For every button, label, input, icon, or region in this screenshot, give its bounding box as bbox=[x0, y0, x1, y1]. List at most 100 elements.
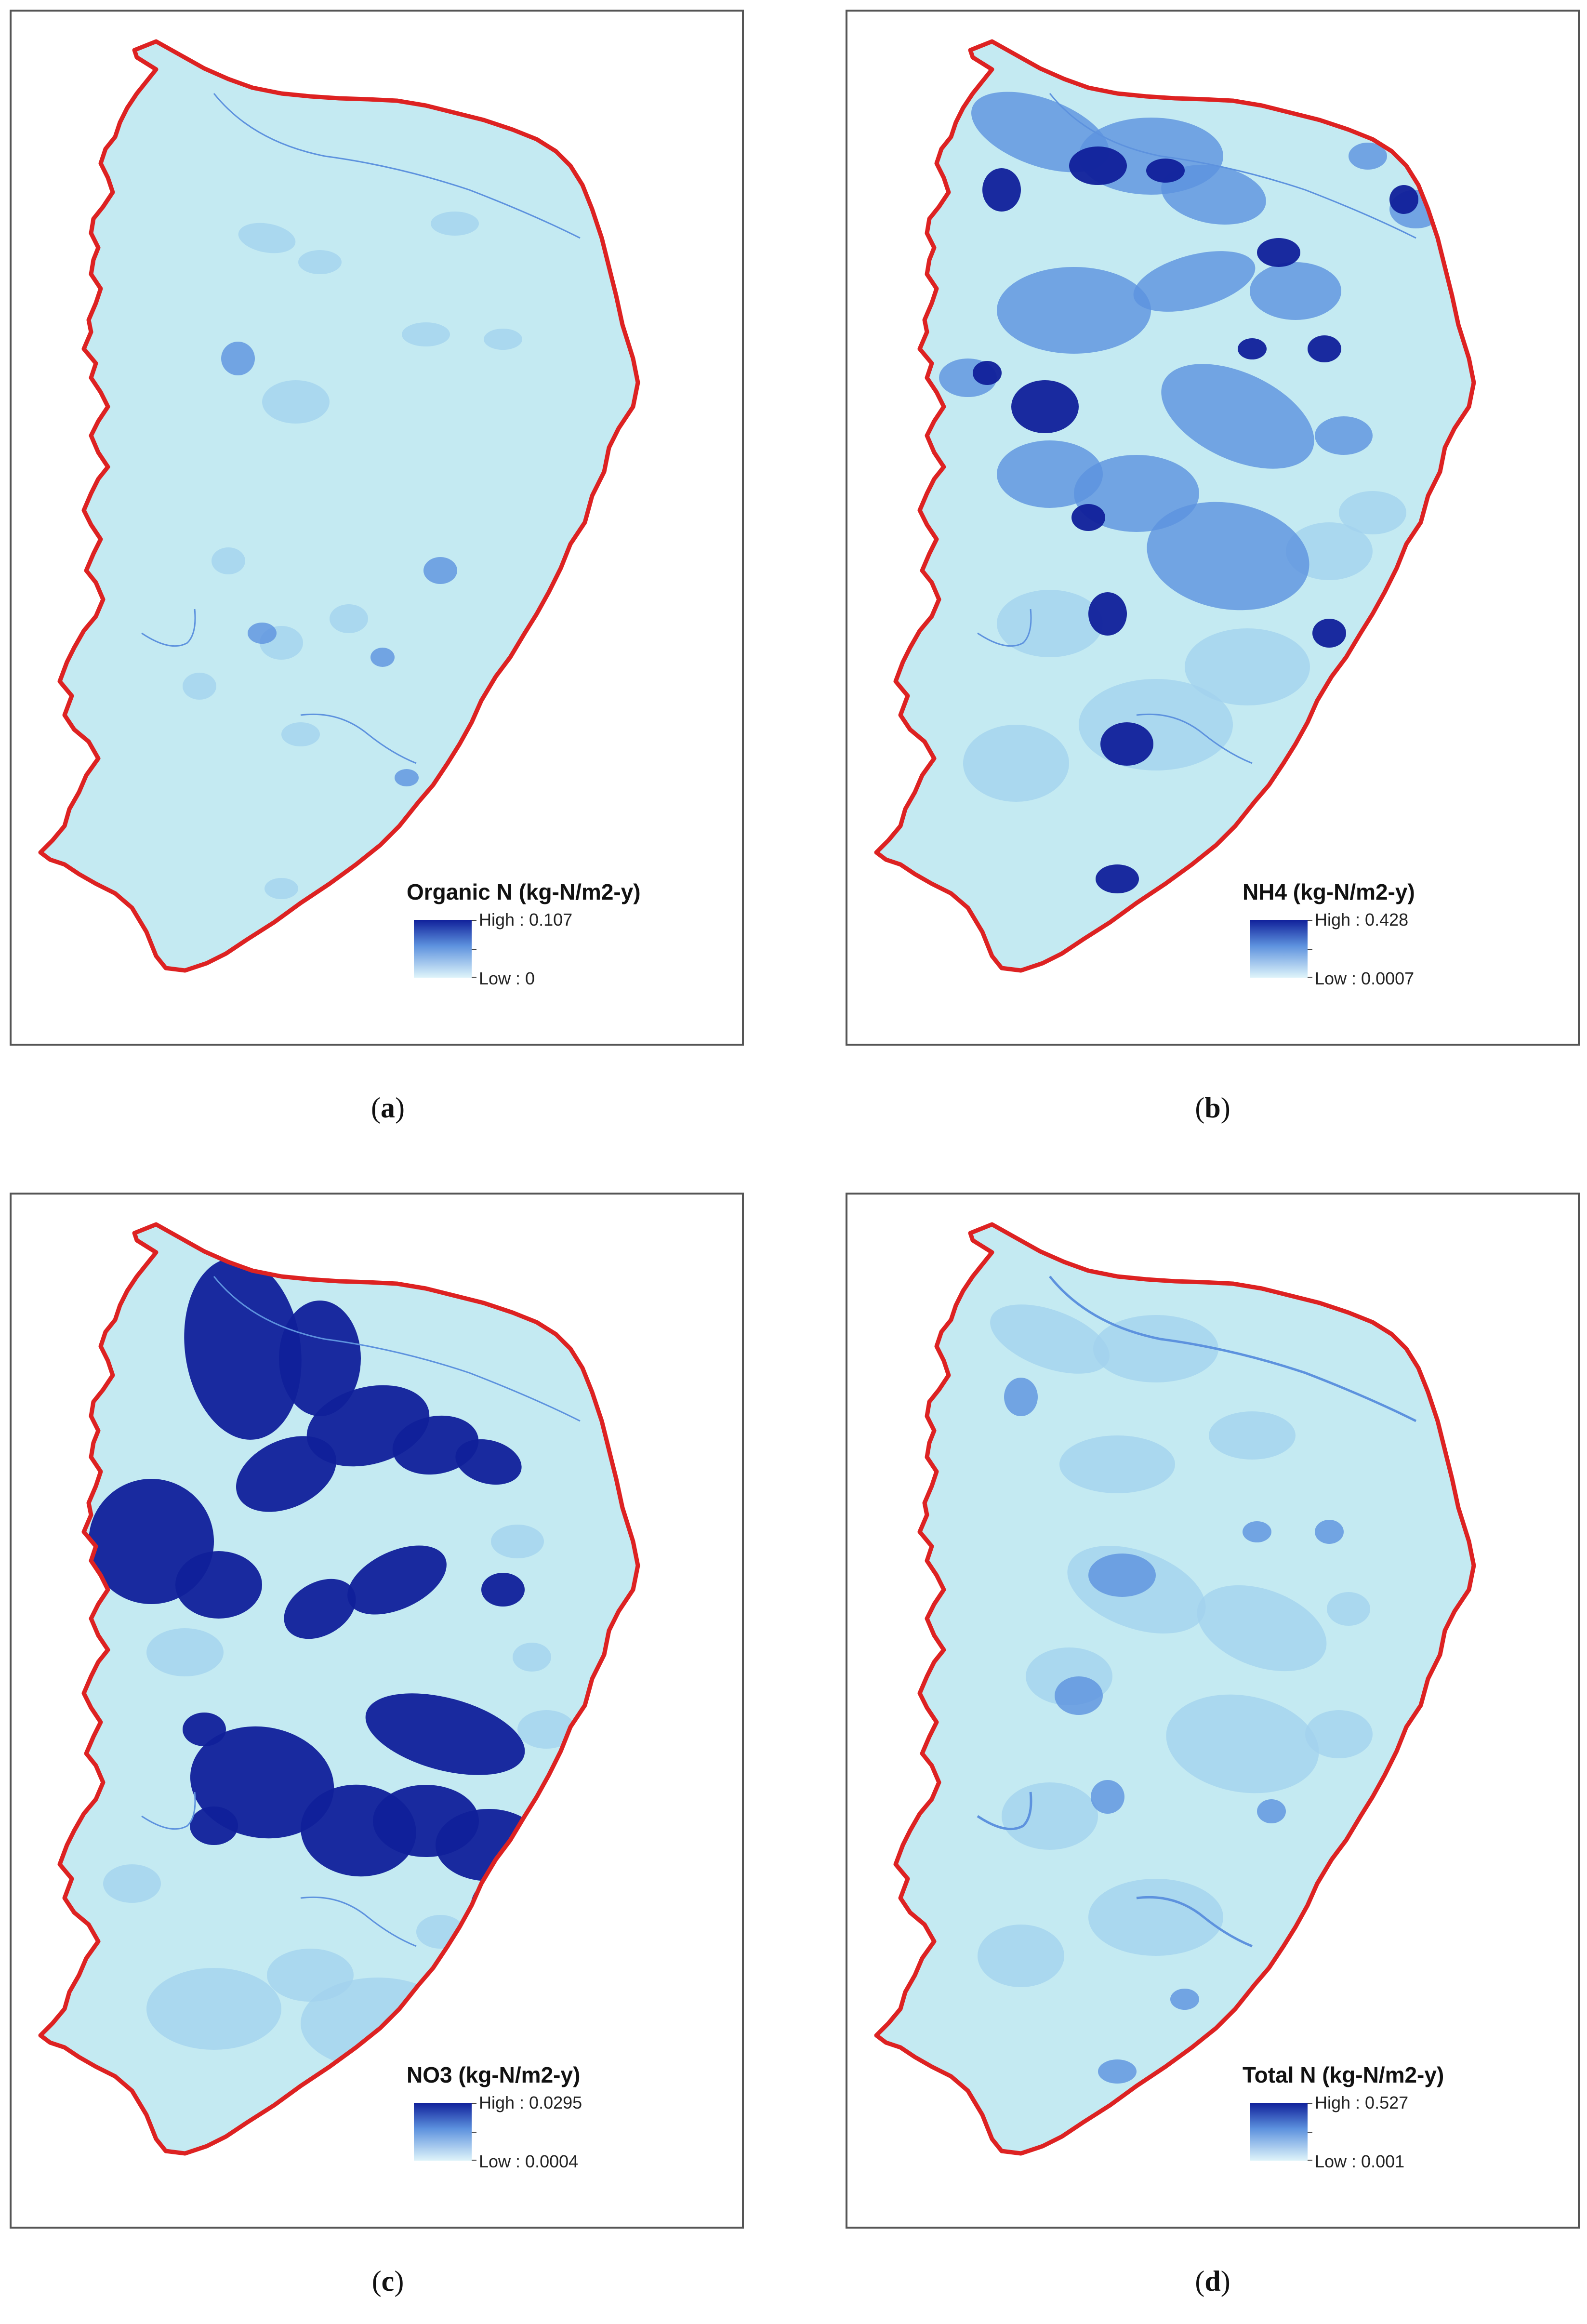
river-line bbox=[977, 1792, 1032, 1831]
land-patch bbox=[1327, 1879, 1351, 1898]
land-patch bbox=[370, 648, 395, 667]
land-patch bbox=[1002, 1782, 1098, 1850]
land-patch bbox=[267, 1949, 354, 2002]
land-patch bbox=[284, 1579, 356, 1639]
land-patch bbox=[1161, 164, 1266, 225]
map-panel-a: Organic N (kg-N/m2-y) High : 0.107 Low :… bbox=[10, 10, 744, 1046]
map-panel-c: NO3 (kg-N/m2-y) High : 0.0295 Low : 0.00… bbox=[10, 1193, 744, 2229]
land-patch bbox=[455, 1439, 522, 1485]
river-line bbox=[141, 1792, 196, 1830]
land-patch bbox=[978, 1925, 1064, 1987]
land-patch bbox=[175, 1551, 262, 1619]
land-patch bbox=[236, 1436, 336, 1512]
land-patch bbox=[1146, 159, 1185, 183]
map-panel-d: Total N (kg-N/m2-y) High : 0.527 Low : 0… bbox=[846, 1193, 1580, 2229]
caption-c: (c) bbox=[371, 2265, 404, 2297]
land-patch bbox=[1133, 251, 1256, 312]
land-patch bbox=[212, 547, 245, 574]
land-patch bbox=[1004, 1378, 1038, 1416]
land-patch bbox=[1096, 864, 1139, 893]
land-patch bbox=[517, 1710, 575, 1749]
land-patch bbox=[1088, 1879, 1223, 1956]
caption-a: (a) bbox=[371, 1092, 405, 1124]
land-patch bbox=[183, 673, 216, 700]
land-patch bbox=[1069, 146, 1127, 185]
land-patch bbox=[395, 769, 419, 786]
land-patch bbox=[484, 329, 522, 350]
legend-high-label: High : 0.527 bbox=[1315, 2093, 1409, 2112]
land-patch bbox=[990, 1304, 1110, 1374]
river-line bbox=[1136, 713, 1253, 764]
land-patch bbox=[1250, 262, 1341, 320]
land-patch bbox=[982, 168, 1021, 212]
caption-d: (d) bbox=[1195, 2265, 1230, 2297]
legend-high-label: High : 0.107 bbox=[479, 910, 573, 930]
land-patch bbox=[1305, 1710, 1373, 1758]
land-patch bbox=[1147, 502, 1309, 611]
land-patch bbox=[365, 1693, 525, 1775]
legend-low-label: Low : 0 bbox=[479, 969, 535, 988]
legend-low-label: Low : 0.0004 bbox=[479, 2151, 579, 2171]
watershed-boundary bbox=[874, 1222, 1476, 2156]
land-patch bbox=[184, 1258, 302, 1440]
legend-title: NH4 (kg-N/m2-y) bbox=[1243, 879, 1415, 904]
watershed-boundary bbox=[38, 1222, 640, 2156]
land-patch bbox=[1170, 1989, 1199, 2010]
land-patch bbox=[146, 1968, 281, 2050]
river-line bbox=[977, 609, 1032, 647]
land-patch bbox=[549, 1859, 582, 1888]
land-patch bbox=[997, 590, 1103, 657]
map-panel-b: NH4 (kg-N/m2-y) High : 0.428 Low : 0.000… bbox=[846, 10, 1580, 1046]
caption-b: (b) bbox=[1195, 1092, 1230, 1124]
color-ramp bbox=[414, 920, 472, 978]
land-patch bbox=[1161, 364, 1314, 469]
land-patch bbox=[1308, 335, 1341, 362]
land-patch bbox=[402, 322, 450, 346]
watershed-boundary bbox=[38, 39, 640, 973]
land-patch bbox=[1315, 416, 1373, 455]
legend-low-label: Low : 0.0007 bbox=[1315, 969, 1415, 988]
map-nh4 bbox=[874, 39, 1476, 973]
land-patch bbox=[1093, 1315, 1218, 1382]
color-ramp bbox=[414, 2103, 472, 2161]
land-patch bbox=[281, 722, 320, 746]
land-patch bbox=[190, 1806, 238, 1845]
land-patch bbox=[997, 440, 1103, 508]
land-patch bbox=[238, 223, 296, 253]
river-line bbox=[1049, 1275, 1417, 1422]
land-patch bbox=[971, 92, 1109, 173]
legend-high-label: High : 0.0295 bbox=[479, 2093, 582, 2112]
land-patch bbox=[1100, 722, 1153, 766]
land-patch bbox=[1257, 1799, 1286, 1823]
land-patch bbox=[1315, 1520, 1344, 1544]
land-patch bbox=[1091, 1780, 1124, 1814]
land-patch bbox=[1257, 238, 1300, 267]
land-patch bbox=[1243, 1521, 1271, 1542]
land-patch bbox=[513, 1643, 551, 1672]
river-line bbox=[300, 713, 417, 764]
land-patch bbox=[330, 604, 368, 633]
land-patch bbox=[262, 380, 330, 424]
land-patch bbox=[481, 1573, 525, 1607]
land-patch bbox=[1055, 1676, 1103, 1715]
river-line bbox=[1049, 93, 1416, 239]
color-ramp bbox=[1250, 2103, 1308, 2161]
land-patch bbox=[973, 361, 1002, 385]
land-patch bbox=[963, 725, 1069, 802]
land-patch bbox=[347, 1545, 447, 1615]
land-patch bbox=[1209, 1411, 1296, 1460]
land-patch bbox=[1197, 1585, 1327, 1672]
map-total-n bbox=[874, 1222, 1476, 2156]
land-patch bbox=[1059, 1435, 1175, 1493]
land-patch bbox=[183, 1713, 226, 1746]
land-patch bbox=[1088, 1554, 1156, 1597]
land-patch bbox=[491, 1525, 544, 1558]
watershed-fill bbox=[876, 1224, 1474, 2153]
legend-title: Organic N (kg-N/m2-y) bbox=[407, 879, 641, 904]
land-patch bbox=[248, 623, 277, 644]
land-patch bbox=[264, 878, 298, 899]
land-patch bbox=[1255, 799, 1288, 823]
land-patch bbox=[1098, 2059, 1137, 2084]
legend-high-label: High : 0.428 bbox=[1315, 910, 1409, 930]
map-no3 bbox=[38, 1222, 640, 2156]
